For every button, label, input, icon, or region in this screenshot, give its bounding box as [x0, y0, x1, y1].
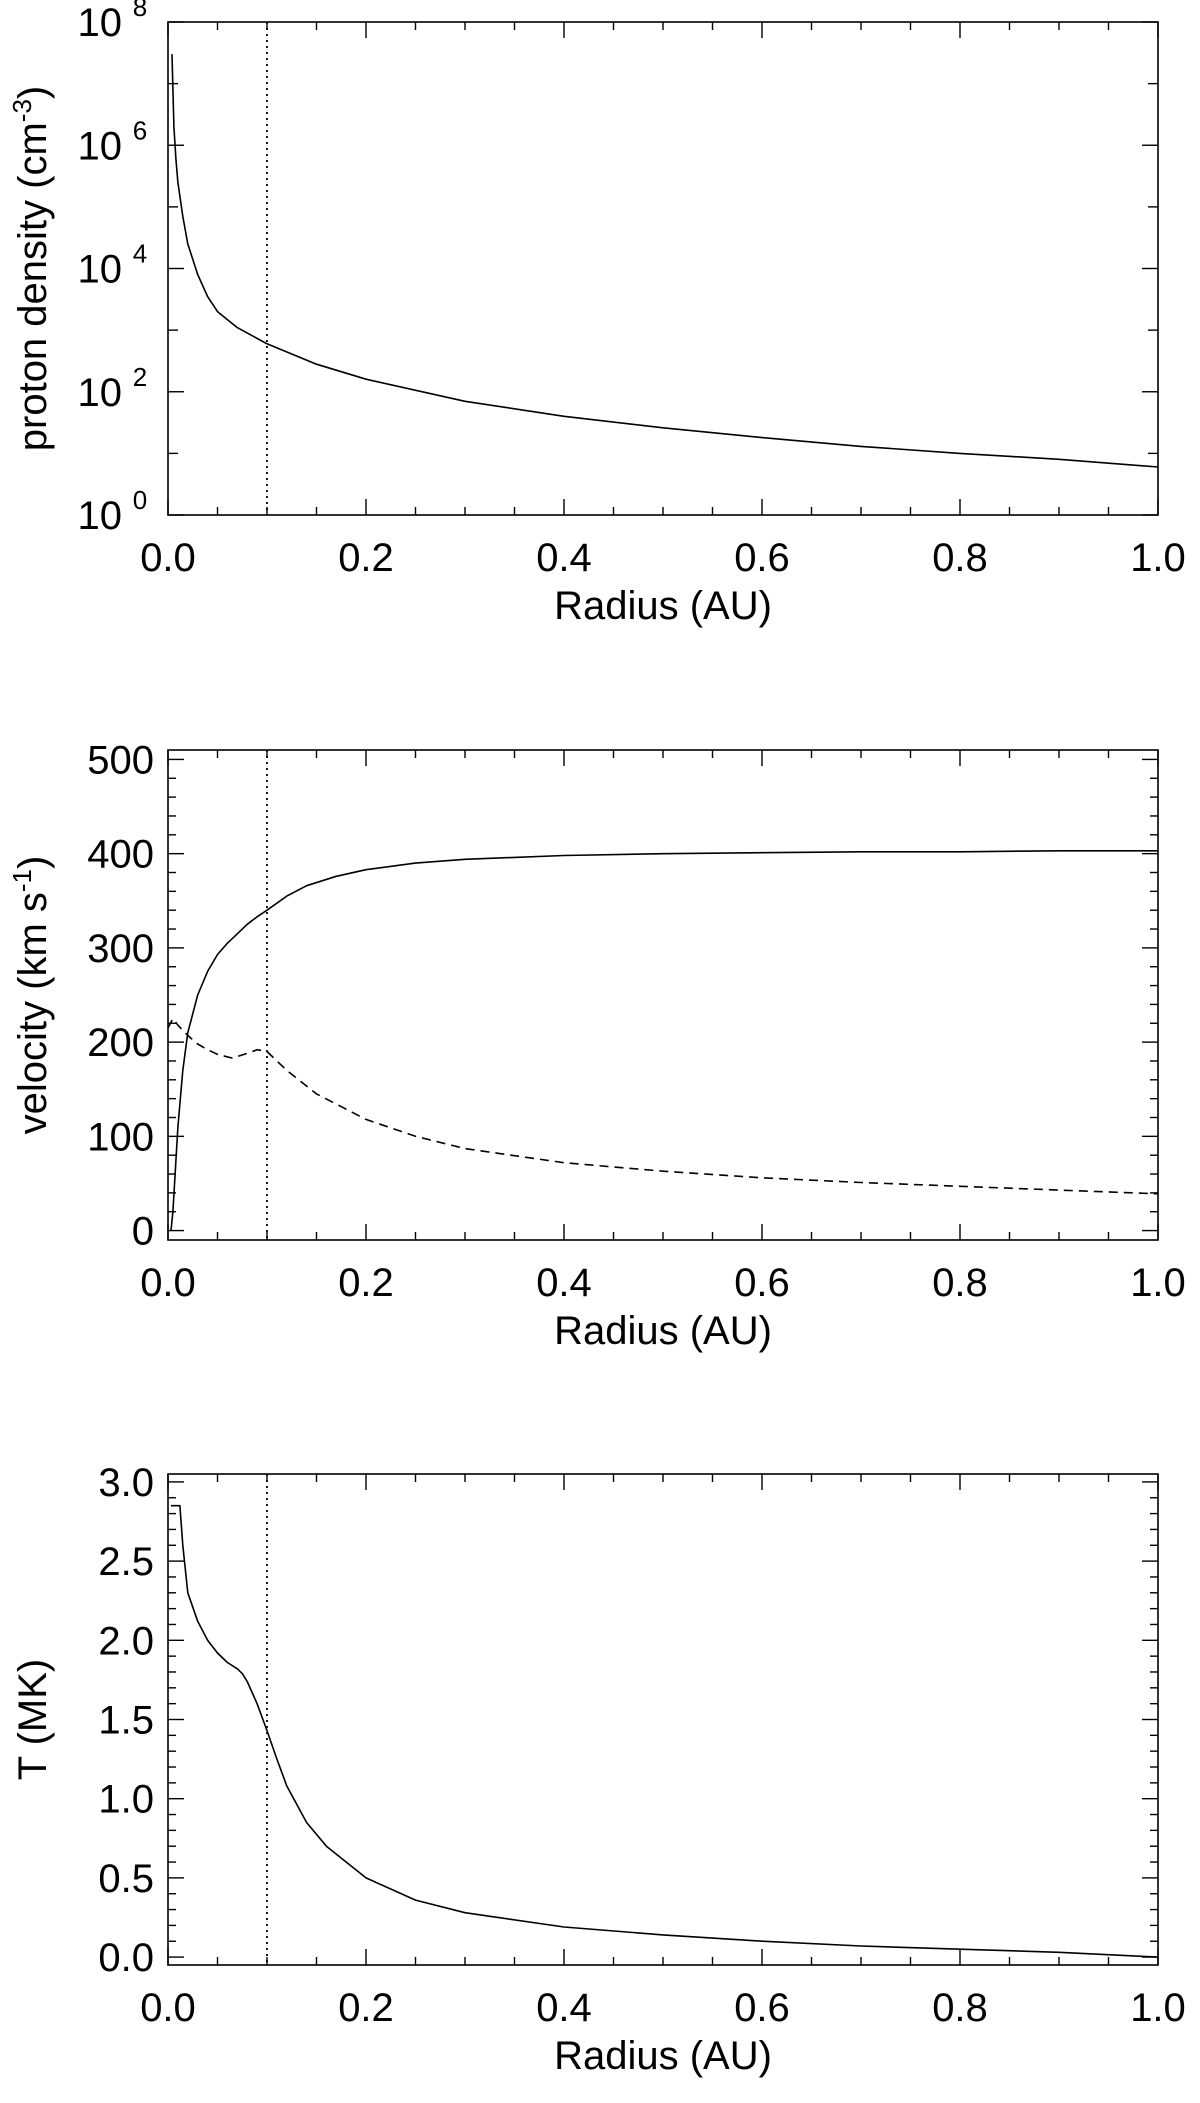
y-tick-label-exponent: 0: [133, 485, 147, 515]
plot-frame: [167, 21, 1159, 516]
x-tick-label: 0.0: [140, 1986, 196, 2030]
y-tick-label: 500: [87, 738, 154, 782]
y-axis-label-superscript: -3: [7, 99, 37, 122]
series-line-1-solid: [170, 849, 1158, 1231]
x-axis-label: Radius (AU): [554, 584, 772, 628]
y-tick-label: 0: [132, 1210, 154, 1254]
x-tick-label: 0.6: [734, 536, 790, 580]
chart-panel-2: 0.0 0.2 0.4 0.6 0.8 1.0 Radius (AU) 0 100 200 300 4…: [7, 738, 1186, 1353]
x-tick-label: 0.4: [536, 536, 592, 580]
y-tick-label: 0.0: [98, 1936, 154, 1980]
x-tick-label: 1.0: [1130, 1261, 1186, 1305]
y-axis-label: proton density (cm-3): [7, 86, 55, 451]
x-tick-label: 0.0: [140, 536, 196, 580]
x-axis-label: Radius (AU): [554, 2034, 772, 2078]
y-tick-label: 100: [87, 1115, 154, 1159]
series-line-1-solid: [171, 1504, 1159, 1958]
y-tick-label: 400: [87, 833, 154, 877]
chart-panel-1: 0.0 0.2 0.4 0.6 0.8 1.0 Radius (AU) 10 0 10 2 10 4 10…: [7, 0, 1186, 628]
y-tick-label: 3.0: [98, 1461, 154, 1505]
y-tick-label: 300: [87, 927, 154, 971]
x-tick-label: 0.2: [338, 536, 394, 580]
y-tick-label: 1.0: [98, 1778, 154, 1822]
x-tick-label: 0.2: [338, 1986, 394, 2030]
plot-frame: [167, 1473, 1159, 1966]
y-tick-label: 2.5: [98, 1540, 154, 1584]
plot-frame: [167, 749, 1159, 1241]
x-tick-label: 0.0: [140, 1261, 196, 1305]
x-axis-label: Radius (AU): [554, 1309, 772, 1353]
x-tick-label: 0.4: [536, 1986, 592, 2030]
y-tick-label: 10: [78, 124, 123, 168]
x-tick-label: 1.0: [1130, 536, 1186, 580]
x-tick-label: 0.6: [734, 1986, 790, 2030]
y-axis-label-superscript: -1: [7, 869, 37, 892]
x-tick-label: 0.4: [536, 1261, 592, 1305]
y-tick-label: 10: [78, 248, 123, 292]
y-tick-label: 10: [78, 1, 123, 45]
y-axis-label: T (MK): [11, 1659, 55, 1780]
x-tick-label: 0.6: [734, 1261, 790, 1305]
y-tick-label-exponent: 6: [133, 115, 147, 145]
y-tick-label: 2.0: [98, 1619, 154, 1663]
y-tick-label: 10: [78, 371, 123, 415]
y-tick-label: 10: [78, 494, 123, 538]
x-tick-label: 1.0: [1130, 1986, 1186, 2030]
x-tick-label: 0.8: [932, 1261, 988, 1305]
y-tick-label-exponent: 8: [133, 0, 147, 22]
y-tick-label-exponent: 4: [133, 239, 147, 269]
x-tick-label: 0.2: [338, 1261, 394, 1305]
y-tick-label: 1.5: [98, 1699, 154, 1743]
y-axis-label: velocity (km s-1): [7, 856, 55, 1135]
y-tick-label: 0.5: [98, 1857, 154, 1901]
x-tick-label: 0.8: [932, 1986, 988, 2030]
y-tick-label-exponent: 2: [133, 362, 147, 392]
y-tick-label: 200: [87, 1021, 154, 1065]
series-line-1-solid: [171, 54, 1159, 468]
series-line-2-dashed: [167, 1017, 1159, 1195]
chart-panel-3: 0.0 0.2 0.4 0.6 0.8 1.0 Radius (AU) 0.0 0.5 1.0 1.…: [11, 1461, 1186, 2078]
x-tick-label: 0.8: [932, 536, 988, 580]
